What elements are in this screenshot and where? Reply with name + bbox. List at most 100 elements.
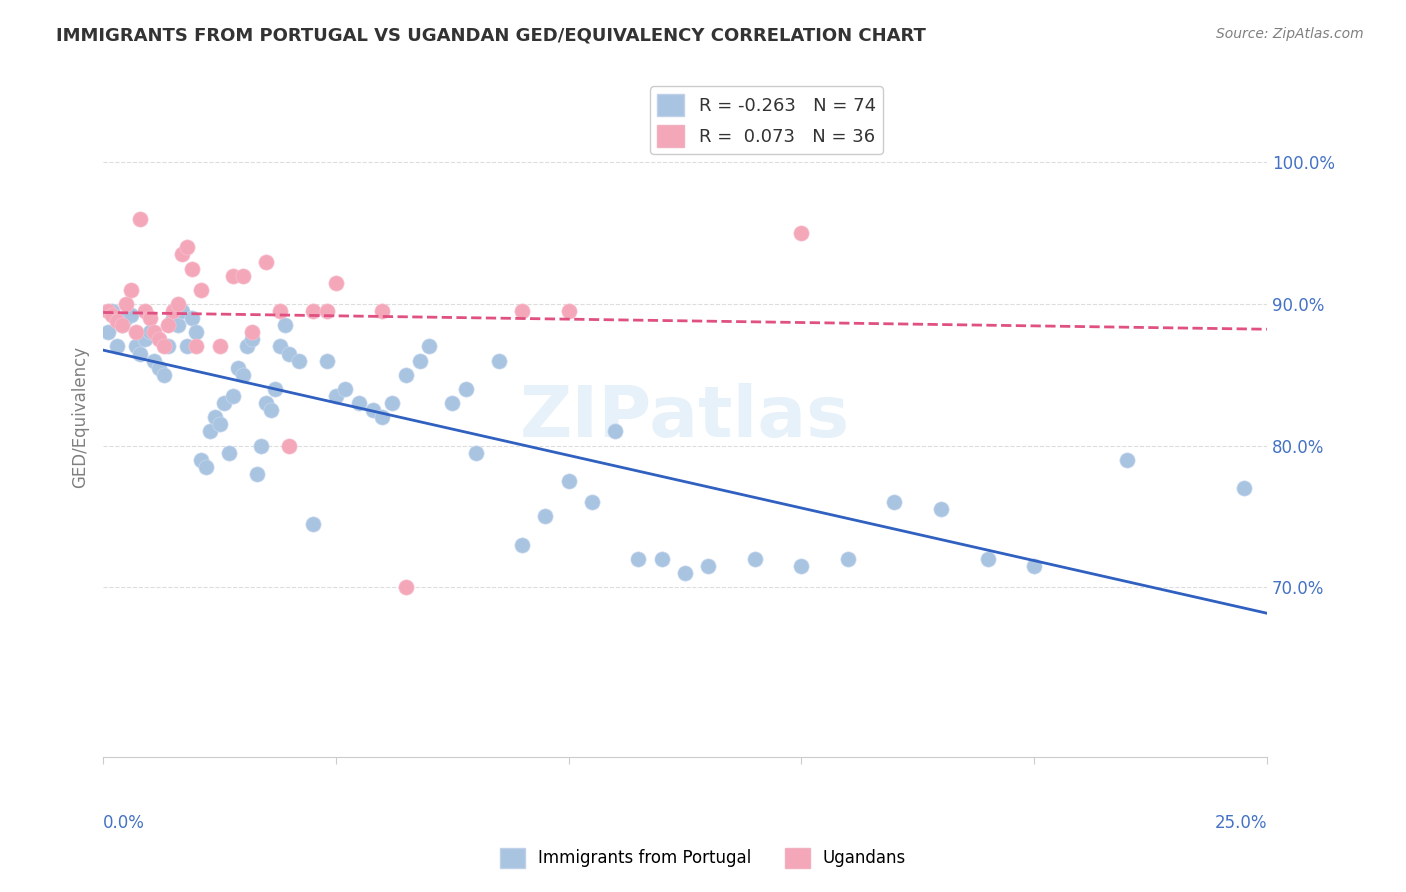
Point [111,318,134,333]
Point [301,304,323,318]
Point [186,326,208,340]
Point [673,566,696,580]
Point [162,304,184,318]
Legend: Immigrants from Portugal, Ugandans: Immigrants from Portugal, Ugandans [494,841,912,875]
Point [138,311,160,326]
Point [115,311,138,326]
Text: ZIPatlas: ZIPatlas [520,383,851,452]
Point [111,318,134,333]
Point [105,314,128,328]
Point [129,346,152,360]
Point [129,212,152,227]
Point [744,552,766,566]
Point [790,226,813,240]
Point [315,353,337,368]
Point [101,309,124,323]
Point [325,276,347,290]
Point [371,304,394,318]
Point [172,247,194,261]
Point [301,516,323,531]
Point [510,538,533,552]
Point [143,326,166,340]
Point [120,283,142,297]
Point [651,552,673,566]
Point [315,304,337,318]
Point [929,502,952,516]
Point [273,318,295,333]
Point [101,304,124,318]
Point [557,304,579,318]
Point [186,339,208,353]
Point [325,389,347,403]
Point [138,326,160,340]
Point [534,509,557,524]
Point [232,268,254,283]
Point [418,339,440,353]
Point [347,396,370,410]
Point [125,339,148,353]
Point [148,360,170,375]
Point [97,326,120,340]
Point [335,382,357,396]
Point [162,311,184,326]
Point [134,333,156,347]
Point [1233,481,1256,495]
Point [361,403,384,417]
Point [97,304,120,318]
Point [232,368,254,382]
Point [464,446,486,460]
Point [208,339,231,353]
Point [204,410,226,425]
Point [627,552,650,566]
Point [883,495,905,509]
Point [441,396,464,410]
Point [172,304,194,318]
Point [115,297,138,311]
Point [176,339,198,353]
Point [134,304,156,318]
Point [254,396,277,410]
Point [250,439,273,453]
Point [212,396,235,410]
Point [190,452,212,467]
Point [194,459,217,474]
Point [236,339,259,353]
Point [166,318,188,333]
Point [381,396,404,410]
Point [105,339,128,353]
Text: 0.0%: 0.0% [103,814,145,832]
Point [278,346,301,360]
Point [166,297,188,311]
Point [254,254,277,268]
Point [222,389,245,403]
Point [157,318,180,333]
Point [157,339,180,353]
Point [246,467,269,481]
Point [198,425,221,439]
Point [395,580,418,594]
Point [510,304,533,318]
Point [287,353,309,368]
Point [1024,559,1046,574]
Text: Source: ZipAtlas.com: Source: ZipAtlas.com [1216,27,1364,41]
Point [176,240,198,254]
Point [278,439,301,453]
Point [269,304,291,318]
Point [152,339,174,353]
Point [260,403,283,417]
Point [790,559,813,574]
Point [180,311,202,326]
Point [148,333,170,347]
Point [190,283,212,297]
Point [395,368,418,382]
Point [218,446,240,460]
Point [208,417,231,432]
Point [408,353,430,368]
Point [152,368,174,382]
Point [605,425,627,439]
Point [264,382,287,396]
Point [180,261,202,276]
Point [456,382,478,396]
Point [371,410,394,425]
Point [837,552,859,566]
